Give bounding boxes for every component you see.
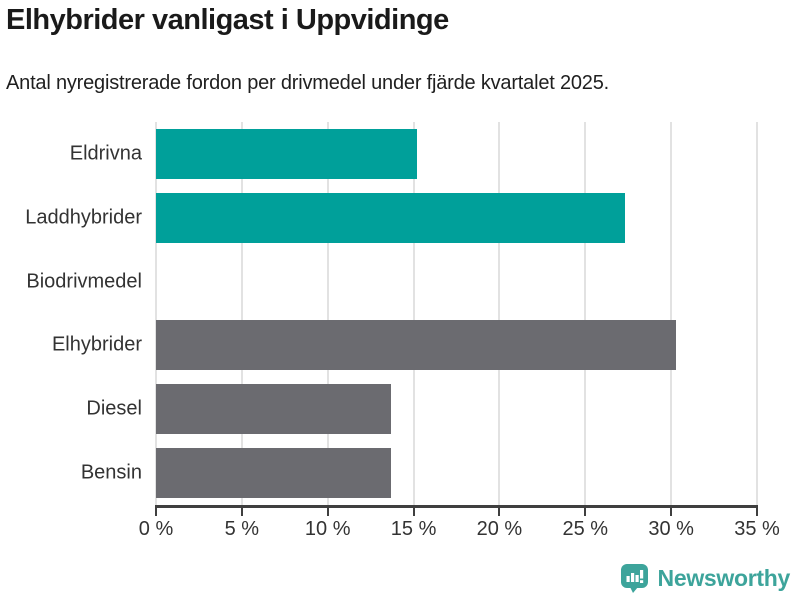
x-axis-tick-label: 5 % xyxy=(224,518,260,540)
x-axis-tick-label: 35 % xyxy=(734,518,780,540)
x-axis-tick-label: 0 % xyxy=(138,518,174,540)
gridline xyxy=(584,122,587,505)
gridline xyxy=(498,122,501,505)
category-label: Laddhybrider xyxy=(25,206,142,229)
chart-subtitle: Antal nyregistrerade fordon per drivmede… xyxy=(6,72,610,94)
bar-eldrivna xyxy=(156,128,417,179)
gridline xyxy=(670,122,673,505)
bar-bensin xyxy=(156,448,392,499)
x-axis-tick-label: 30 % xyxy=(648,518,694,540)
x-axis-tick xyxy=(412,508,415,516)
x-axis-tick-label: 15 % xyxy=(390,518,437,540)
x-axis-line xyxy=(155,505,758,508)
x-axis-tick-label: 25 % xyxy=(562,518,609,540)
newsworthy-wordmark: Newsworthy xyxy=(657,565,791,591)
x-axis-tick xyxy=(756,508,758,516)
x-axis-tick-label: 10 % xyxy=(304,518,351,540)
gridline xyxy=(240,122,243,505)
x-axis-tick xyxy=(584,508,587,516)
gridline xyxy=(412,122,415,505)
category-label: Diesel xyxy=(86,397,142,420)
x-axis-tick xyxy=(155,508,157,516)
category-label: Eldrivna xyxy=(69,142,142,165)
x-axis-tick xyxy=(498,508,501,516)
x-axis-tick xyxy=(670,508,673,516)
bar-laddhybrider xyxy=(156,192,625,243)
gridline xyxy=(326,122,329,505)
category-label: Bensin xyxy=(80,461,142,484)
category-label: Elhybrider xyxy=(51,333,142,356)
newsworthy-logo: Newsworthy xyxy=(620,563,790,594)
newsworthy-chart-bubble-icon xyxy=(620,564,648,593)
x-axis-tick xyxy=(326,508,329,516)
category-label: Biodrivmedel xyxy=(26,270,142,293)
bar-elhybrider xyxy=(156,320,677,371)
x-axis-tick xyxy=(240,508,243,516)
bar-diesel xyxy=(156,384,392,435)
gridline xyxy=(756,122,758,505)
gridline xyxy=(155,122,157,505)
chart-title: Elhybrider vanligast i Uppvidinge xyxy=(6,4,449,36)
plot-area: Eldrivna Laddhybrider Biodrivmedel Elhybrid… xyxy=(25,122,780,540)
x-axis-tick-label: 20 % xyxy=(476,518,523,540)
